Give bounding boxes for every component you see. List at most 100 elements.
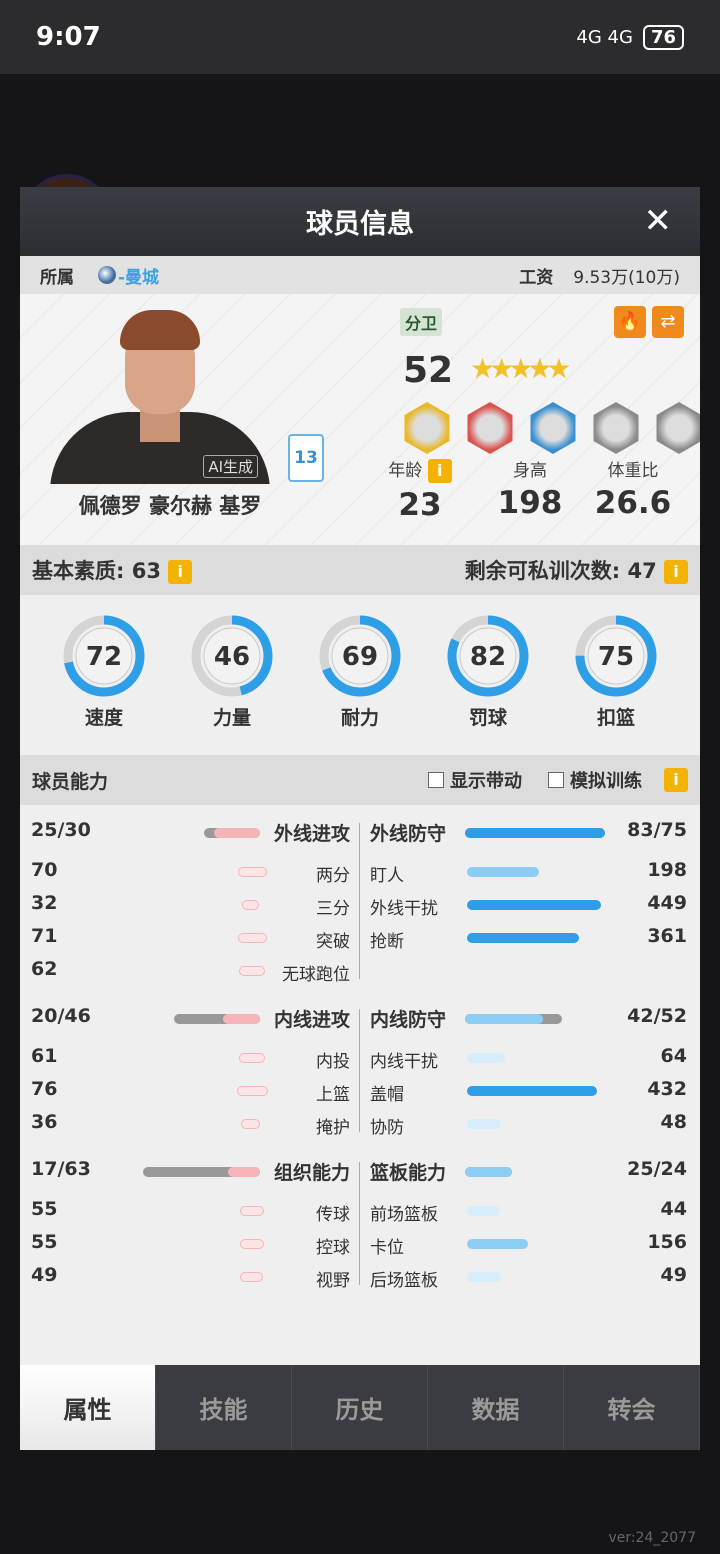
ability-row: 49 视野 后场篮板 49	[20, 1258, 700, 1291]
ring-value: 75	[598, 642, 634, 672]
column-divider	[359, 1009, 360, 1132]
right-group-fill	[465, 828, 605, 838]
left-ability-label: 无球跑位	[282, 965, 350, 985]
close-icon[interactable]: ✕	[643, 201, 673, 241]
right-ability-bar	[467, 1239, 528, 1249]
ring-4: 75 扣篮	[571, 613, 661, 745]
tab-1[interactable]: 技能	[156, 1365, 292, 1450]
group-right-value: 25/24	[627, 1158, 687, 1180]
ability-row: 32 三分 外线干扰 449	[20, 886, 700, 919]
team-row: 所属 -曼城 工资 9.53万(10万)	[20, 256, 700, 294]
info-icon[interactable]: i	[427, 459, 452, 483]
left-group-fill	[213, 828, 260, 838]
group-right-label: 内线防守	[370, 1009, 447, 1031]
ring-value: 82	[470, 642, 506, 672]
player-portrait: AI生成	[50, 302, 270, 484]
right-ability-bar	[467, 933, 580, 943]
ring-gauge: 72	[63, 615, 145, 697]
ability-group: 20/46 内线进攻 内线防守 42/52 61 内投 内线干扰 64 76 上篮 盖帽 432 36 掩…	[20, 999, 700, 1138]
battery-indicator: 76	[642, 24, 684, 50]
ring-value: 69	[342, 642, 378, 672]
right-ability-label: 盯人	[370, 866, 404, 886]
simulate-training-checkbox[interactable]: 模拟训练	[548, 767, 642, 793]
column-divider	[359, 823, 360, 979]
ring-label: 扣篮	[596, 707, 635, 729]
left-ability-value: 61	[31, 1045, 58, 1067]
right-ability-value: 198	[647, 859, 687, 881]
show-boost-label: 显示带动	[450, 771, 522, 792]
right-ability-value: 449	[647, 892, 687, 914]
swap-icon[interactable]: ⇄	[652, 306, 684, 338]
ring-label: 耐力	[340, 707, 379, 729]
right-group-fill	[465, 1014, 544, 1024]
info-icon[interactable]: i	[168, 560, 193, 584]
ring-2: 69 耐力	[315, 613, 405, 745]
left-group-fill	[222, 1014, 260, 1024]
right-ability-label: 抢断	[370, 932, 404, 952]
left-ability-bar	[241, 1119, 261, 1129]
team-link[interactable]: -曼城	[118, 267, 160, 288]
group-left-label: 外线进攻	[273, 823, 350, 845]
left-ability-value: 76	[31, 1078, 58, 1100]
tab-0[interactable]: 属性	[20, 1365, 156, 1450]
ring-label: 罚球	[468, 707, 507, 729]
player-info-modal: 球员信息 ✕ 所属 -曼城 工资 9.53万(10万) AI生成 13 佩德罗 豪…	[20, 187, 700, 1450]
team-logo-icon	[98, 266, 116, 284]
group-summary-row: 20/46 内线进攻 内线防守 42/52	[20, 999, 700, 1039]
fire-icon[interactable]: 🔥	[614, 306, 646, 338]
left-ability-value: 70	[31, 859, 58, 881]
info-icon[interactable]: i	[664, 768, 688, 792]
right-ability-bar	[467, 867, 539, 877]
bottom-tabs: 属性 技能 历史 数据 转会	[20, 1365, 700, 1450]
group-right-value: 83/75	[627, 819, 687, 841]
right-ability-label: 协防	[370, 1118, 404, 1138]
height-label: 身高	[513, 461, 547, 481]
tab-3[interactable]: 数据	[428, 1365, 564, 1450]
left-ability-bar	[238, 867, 267, 877]
left-ability-bar	[239, 1206, 264, 1216]
ring-1: 46 力量	[187, 613, 277, 745]
wage-label: 工资	[519, 267, 554, 288]
right-ability-bar	[467, 1119, 501, 1129]
right-ability-value: 48	[660, 1111, 687, 1133]
left-ability-value: 55	[31, 1198, 58, 1220]
right-ability-bar	[467, 1086, 597, 1096]
ability-row: 61 内投 内线干扰 64	[20, 1039, 700, 1072]
modal-title: 球员信息	[306, 209, 414, 240]
empty-badge-icon	[656, 402, 700, 454]
attribute-rings: 72 速度 46 力量 69 耐力 82 罚球 75 扣篮	[20, 595, 700, 745]
simulate-training-label: 模拟训练	[570, 771, 642, 792]
ability-row: 70 两分 盯人 198	[20, 853, 700, 886]
tab-2[interactable]: 历史	[292, 1365, 428, 1450]
left-ability-label: 控球	[316, 1238, 350, 1258]
jersey-number: 13	[288, 434, 324, 482]
ability-row: 55 控球 卡位 156	[20, 1225, 700, 1258]
player-info: AI生成 13 佩德罗 豪尔赫 基罗 分卫 🔥 ⇄ 52 ★★★★★ 年龄 i 2…	[20, 294, 700, 545]
right-ability-bar	[467, 900, 601, 910]
left-ability-bar	[238, 966, 266, 976]
left-ability-bar	[237, 933, 268, 943]
ability-row: 36 掩护 协防 48	[20, 1105, 700, 1138]
player-rating: 52	[403, 350, 454, 391]
red-badge-icon	[467, 402, 513, 454]
ring-label: 速度	[84, 707, 123, 729]
version-label: ver:24_2077	[608, 1530, 696, 1546]
ring-gauge: 75	[575, 615, 657, 697]
show-boost-checkbox[interactable]: 显示带动	[428, 767, 522, 793]
left-ability-label: 上篮	[316, 1085, 350, 1105]
gold-badge-icon	[404, 402, 450, 454]
status-time: 9:07	[36, 22, 101, 52]
team-label: 所属	[40, 267, 74, 288]
empty-badge-icon	[593, 402, 639, 454]
right-ability-bar	[467, 1053, 505, 1063]
right-ability-label: 后场篮板	[370, 1271, 438, 1291]
left-ability-value: 55	[31, 1231, 58, 1253]
right-ability-value: 49	[660, 1264, 687, 1286]
info-icon[interactable]: i	[664, 560, 688, 584]
group-right-label: 篮板能力	[370, 1162, 447, 1184]
right-ability-label: 外线干扰	[370, 899, 438, 919]
ability-group: 25/30 外线进攻 外线防守 83/75 70 两分 盯人 198 32 三分 外线干扰 449 71…	[20, 813, 700, 985]
group-left-value: 17/63	[31, 1158, 91, 1180]
group-right-value: 42/52	[627, 1005, 687, 1027]
tab-4[interactable]: 转会	[564, 1365, 700, 1450]
